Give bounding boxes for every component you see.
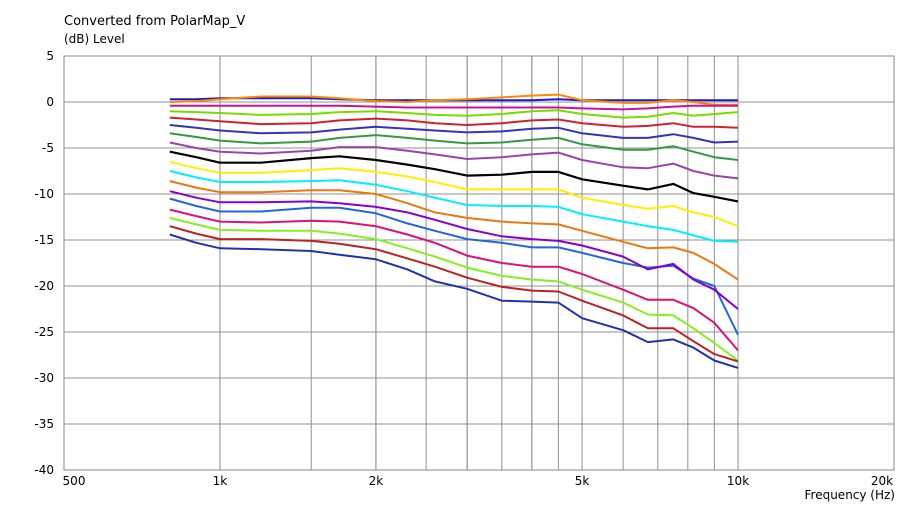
y-tick-label: -25 [34, 325, 54, 339]
series-line-12 [169, 180, 739, 281]
x-tick-label: 1k [213, 474, 228, 488]
y-tick-label: -20 [34, 279, 54, 293]
series-line-11 [169, 170, 739, 243]
chart-title: Converted from PolarMap_V [64, 14, 245, 29]
series-line-2 [169, 93, 738, 106]
y-axis-label: (dB) Level [64, 32, 125, 46]
y-tick-label: -35 [34, 417, 54, 431]
series-line-5 [169, 116, 739, 129]
x-tick-label: 500 [63, 474, 86, 488]
x-tick-label: 20k [871, 474, 893, 488]
series-line-8 [169, 141, 739, 180]
series-line-15 [169, 208, 739, 352]
y-tick-label: 0 [46, 95, 54, 109]
series-line-14 [169, 190, 739, 310]
x-tick-label: 5k [575, 474, 590, 488]
y-tick-label: -30 [34, 371, 54, 385]
series-line-16 [169, 216, 739, 362]
x-tick-label: 10k [727, 474, 749, 488]
series-line-18 [169, 233, 739, 369]
y-tick-label: -10 [34, 187, 54, 201]
y-tick-label: -15 [34, 233, 54, 247]
x-tick-label: 2k [369, 474, 384, 488]
series-line-13 [169, 197, 739, 336]
x-axis-label: Frequency (Hz) [805, 488, 896, 502]
x-tick-labels: 500 1k 2k 5k 10k 20k [63, 474, 894, 488]
series-line-10 [169, 160, 739, 228]
y-tick-label: -40 [34, 463, 54, 477]
series-line-17 [169, 225, 739, 363]
y-tick-label: 5 [46, 49, 54, 63]
y-tick-label: -5 [42, 141, 54, 155]
series-lines [169, 93, 739, 369]
series-line-9 [169, 150, 739, 203]
series-line-7 [169, 132, 739, 161]
series-line-3 [169, 104, 738, 111]
series-line-4 [169, 109, 739, 119]
y-tick-labels: 5 0 -5 -10 -15 -20 -25 -30 -35 -40 [34, 49, 54, 477]
series-line-6 [169, 124, 739, 144]
grid [64, 56, 894, 470]
